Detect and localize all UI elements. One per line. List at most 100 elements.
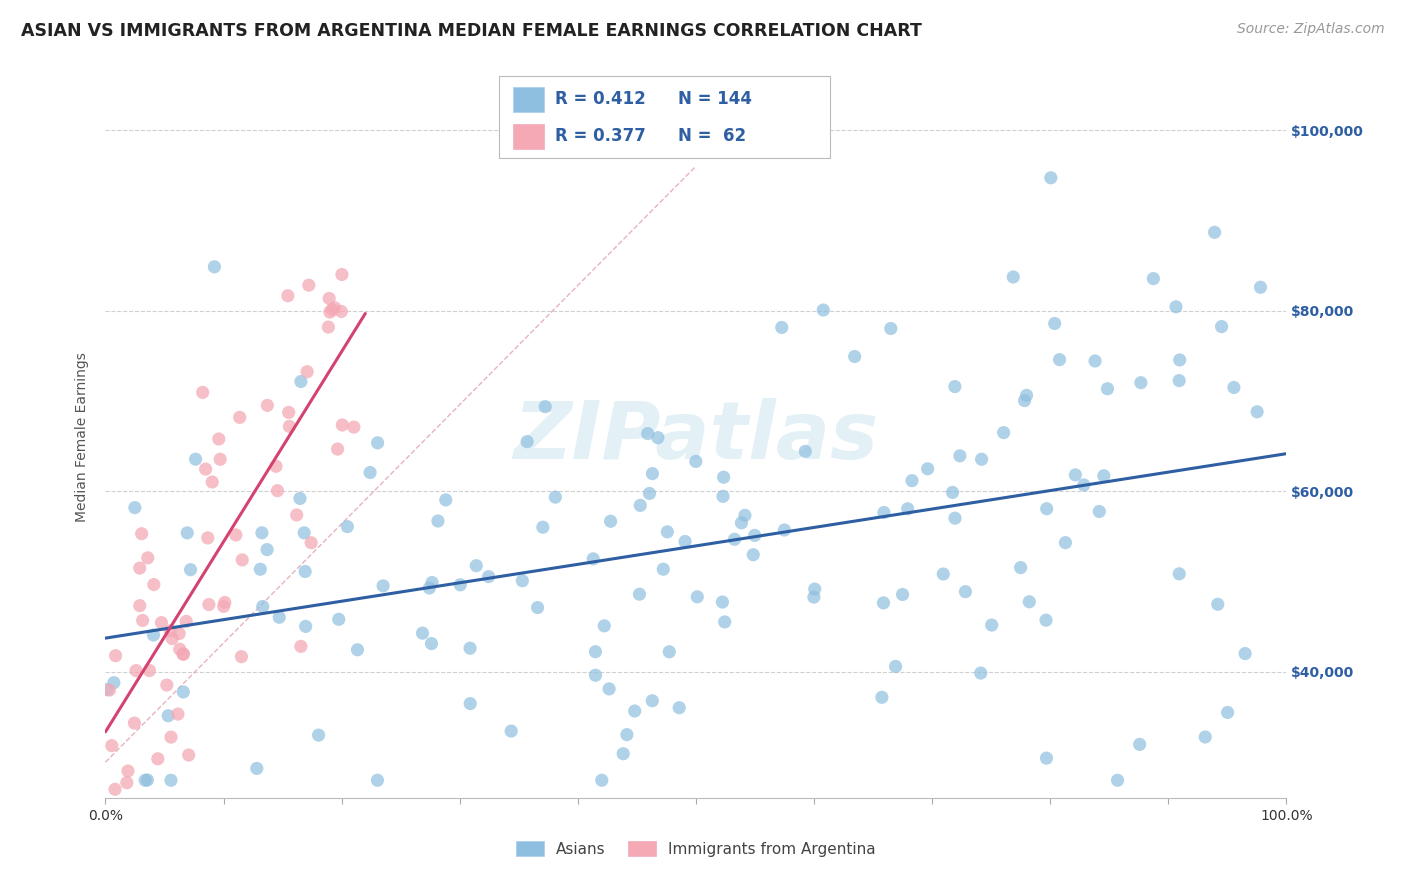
Point <box>330 268 353 282</box>
Point <box>844 350 866 364</box>
Point <box>582 552 605 566</box>
Point <box>449 578 471 592</box>
Point <box>872 596 894 610</box>
Point <box>277 289 299 303</box>
Point <box>1010 560 1032 574</box>
Point <box>160 773 183 788</box>
Point <box>269 610 291 624</box>
Point <box>169 642 191 657</box>
Point <box>249 562 271 576</box>
Point <box>319 305 342 319</box>
Point <box>160 730 183 744</box>
Point <box>231 649 253 664</box>
Point <box>285 508 308 522</box>
Point <box>367 435 389 450</box>
Point <box>970 666 993 681</box>
Point <box>1092 468 1115 483</box>
Point <box>993 425 1015 440</box>
Point <box>256 542 278 557</box>
Point <box>734 508 756 523</box>
Point <box>184 452 207 467</box>
Point <box>159 624 181 638</box>
Point <box>1014 393 1036 408</box>
Point <box>1223 380 1246 394</box>
Legend: Asians, Immigrants from Argentina: Asians, Immigrants from Argentina <box>510 835 882 863</box>
Point <box>294 619 316 633</box>
Point <box>585 668 607 682</box>
Point <box>773 523 796 537</box>
Point <box>366 773 388 788</box>
Point <box>932 567 955 582</box>
Point <box>136 550 159 565</box>
Point <box>101 739 124 753</box>
Point <box>150 615 173 630</box>
Point <box>1129 376 1152 390</box>
Point <box>420 636 443 650</box>
Text: R = 0.377: R = 0.377 <box>555 128 647 145</box>
Point <box>292 525 315 540</box>
Point <box>167 626 190 640</box>
Point <box>744 528 766 542</box>
Point <box>204 260 226 274</box>
Text: ASIAN VS IMMIGRANTS FROM ARGENTINA MEDIAN FEMALE EARNINGS CORRELATION CHART: ASIAN VS IMMIGRANTS FROM ARGENTINA MEDIA… <box>21 22 922 40</box>
Point <box>156 678 179 692</box>
Point <box>516 434 538 449</box>
Point <box>176 525 198 540</box>
Point <box>1234 647 1257 661</box>
Point <box>98 683 121 698</box>
Point <box>142 577 165 591</box>
Point <box>628 499 651 513</box>
Text: N = 144: N = 144 <box>678 90 752 108</box>
Point <box>1194 730 1216 744</box>
Point <box>943 379 966 393</box>
Point <box>1064 467 1087 482</box>
Point <box>198 598 221 612</box>
Point <box>616 728 638 742</box>
Point <box>1002 270 1025 285</box>
Point <box>711 489 734 503</box>
Point <box>167 707 190 722</box>
Point <box>1246 405 1268 419</box>
Point <box>668 700 690 714</box>
Point <box>209 452 232 467</box>
Point <box>742 548 765 562</box>
Point <box>1107 773 1129 788</box>
Point <box>96 682 118 697</box>
Point <box>943 511 966 525</box>
Point <box>1043 317 1066 331</box>
Point <box>980 618 1002 632</box>
Point <box>115 775 138 789</box>
Point <box>212 599 235 614</box>
Point <box>146 752 169 766</box>
Point <box>138 664 160 678</box>
Point <box>225 528 247 542</box>
Point <box>160 632 183 646</box>
Point <box>418 581 440 595</box>
Point <box>214 595 236 609</box>
Point <box>128 561 150 575</box>
Point <box>330 417 353 432</box>
Point <box>1168 566 1191 581</box>
Point <box>290 375 312 389</box>
Point <box>104 782 127 797</box>
Point <box>321 302 343 317</box>
Point <box>941 485 963 500</box>
Point <box>1035 501 1057 516</box>
Point <box>870 690 893 705</box>
Point <box>323 301 346 315</box>
Point <box>711 595 734 609</box>
Point <box>1216 706 1239 720</box>
Point <box>1035 751 1057 765</box>
Point <box>637 426 659 441</box>
Point <box>544 490 567 504</box>
Point <box>531 520 554 534</box>
Point <box>652 562 675 576</box>
Point <box>1211 319 1233 334</box>
Point <box>318 292 340 306</box>
Text: ZIPatlas: ZIPatlas <box>513 398 879 476</box>
Point <box>770 320 793 334</box>
Point <box>1088 504 1111 518</box>
Point <box>686 590 709 604</box>
Point <box>228 410 250 425</box>
Text: R = 0.412: R = 0.412 <box>555 90 647 108</box>
